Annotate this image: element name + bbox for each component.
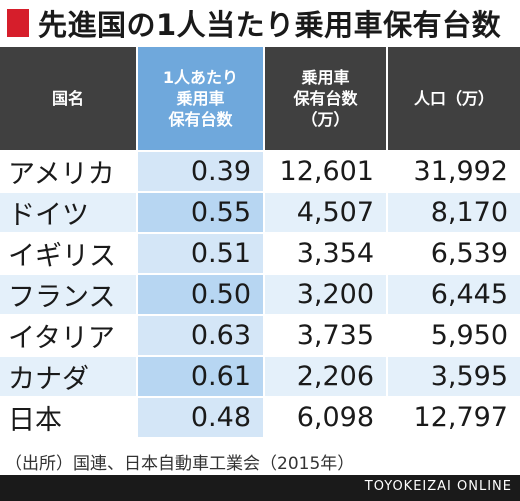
header-population: 人口（万） [387, 47, 520, 151]
header-population-line: 人口（万） [413, 89, 494, 108]
cell-country: ドイツ [0, 191, 138, 233]
cell-population: 8,170 [387, 191, 520, 233]
header-per-capita-line: 保有台数 [168, 110, 233, 129]
cell-country: イギリス [0, 232, 138, 274]
table-row: イタリア 0.63 3,735 5,950 [0, 314, 520, 356]
cell-population: 6,445 [387, 273, 520, 315]
header-cars-line: 乗用車 [301, 68, 350, 87]
cell-per-capita: 0.51 [137, 232, 265, 274]
cell-cars: 2,206 [264, 355, 388, 397]
brand-logo-text: TOYOKEIZAI ONLINE [364, 479, 512, 494]
table-row: フランス 0.50 3,200 6,445 [0, 273, 520, 315]
cell-population: 31,992 [387, 150, 520, 192]
table-row: カナダ 0.61 2,206 3,595 [0, 355, 520, 397]
cell-country: フランス [0, 273, 138, 315]
table-row: 日本 0.48 6,098 12,797 [0, 396, 520, 437]
brand-bar: TOYOKEIZAI ONLINE [0, 475, 520, 501]
header-per-capita-line: 1人あたり [162, 68, 239, 87]
cell-per-capita: 0.63 [137, 314, 265, 356]
header-per-capita-line: 乗用車 [176, 89, 225, 108]
cell-country: アメリカ [0, 150, 138, 192]
source-note: （出所）国連、日本自動車工業会（2015年） [5, 454, 355, 474]
cell-cars: 3,200 [264, 273, 388, 315]
cell-population: 6,539 [387, 232, 520, 274]
header-row: 国名 1人あたり 乗用車 保有台数 乗用車 保有台数 （万） 人口（万） [0, 47, 520, 151]
cell-country: イタリア [0, 314, 138, 356]
table-row: イギリス 0.51 3,354 6,539 [0, 232, 520, 274]
cell-cars: 3,735 [264, 314, 388, 356]
header-country: 国名 [0, 47, 138, 151]
header-country-line: 国名 [51, 89, 84, 108]
cell-per-capita: 0.61 [137, 355, 265, 397]
title-marker [7, 9, 29, 37]
cell-per-capita: 0.48 [137, 396, 265, 437]
cell-cars: 12,601 [264, 150, 388, 192]
page-title: 先進国の1人当たり乗用車保有台数 [38, 8, 502, 42]
cell-population: 3,595 [387, 355, 520, 397]
data-table: 国名 1人あたり 乗用車 保有台数 乗用車 保有台数 （万） 人口（万） アメリ… [0, 47, 520, 437]
cell-country: 日本 [0, 396, 138, 437]
header-cars-line: 保有台数 [293, 89, 358, 108]
cell-cars: 3,354 [264, 232, 388, 274]
cell-per-capita: 0.50 [137, 273, 265, 315]
header-cars: 乗用車 保有台数 （万） [264, 47, 388, 151]
cell-cars: 6,098 [264, 396, 388, 437]
title-bar: 先進国の1人当たり乗用車保有台数 [0, 0, 520, 46]
cell-cars: 4,507 [264, 191, 388, 233]
table-row: アメリカ 0.39 12,601 31,992 [0, 150, 520, 192]
cell-country: カナダ [0, 355, 138, 397]
cell-population: 12,797 [387, 396, 520, 437]
header-cars-line: （万） [301, 110, 350, 129]
table-row: ドイツ 0.55 4,507 8,170 [0, 191, 520, 233]
cell-population: 5,950 [387, 314, 520, 356]
cell-per-capita: 0.39 [137, 150, 265, 192]
header-per-capita: 1人あたり 乗用車 保有台数 [137, 47, 265, 151]
cell-per-capita: 0.55 [137, 191, 265, 233]
